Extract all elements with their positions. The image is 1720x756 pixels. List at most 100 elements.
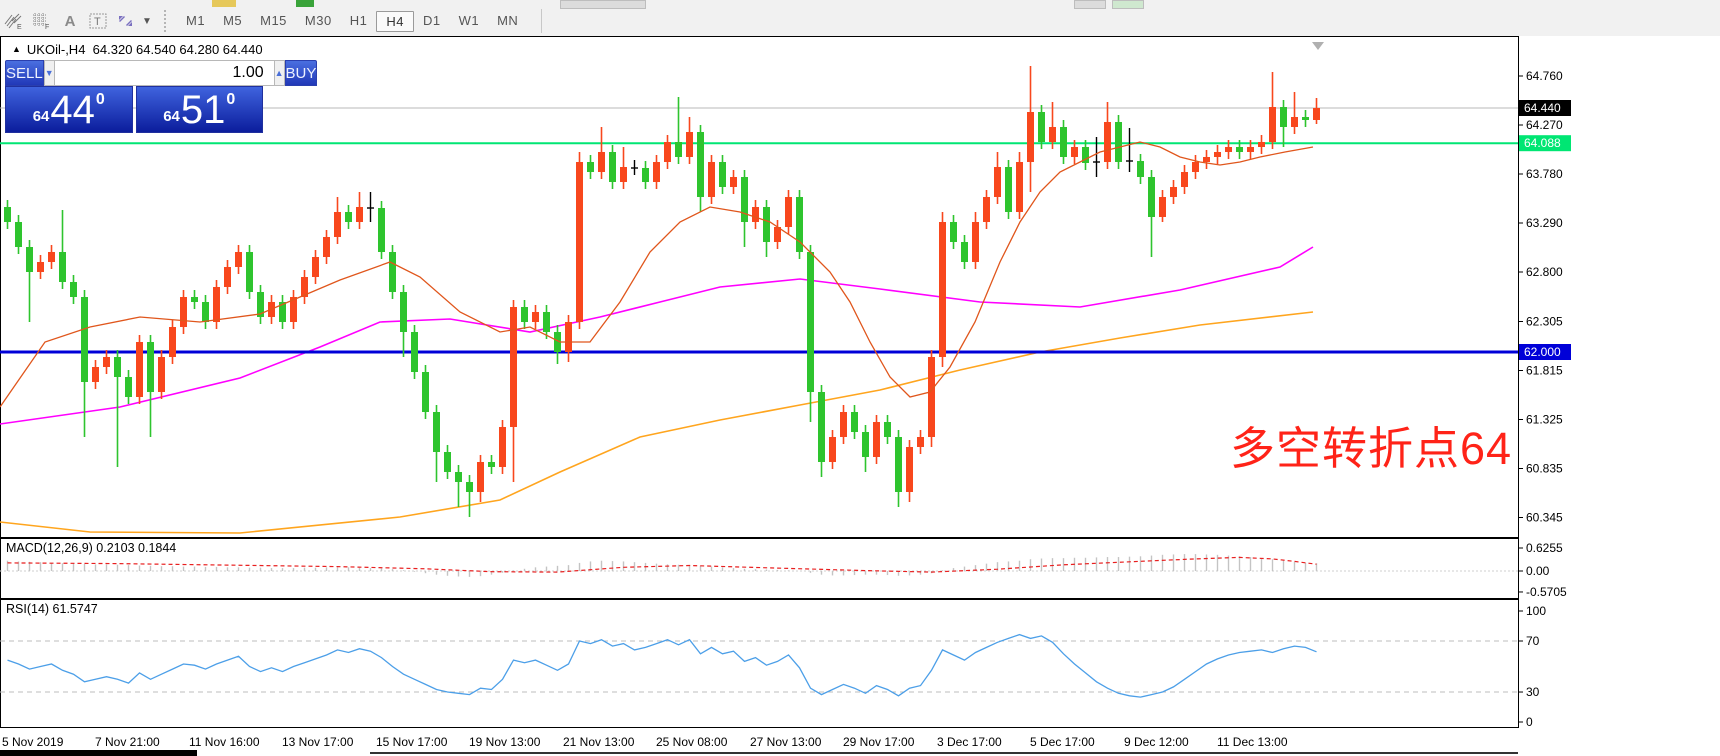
collapse-marker-icon[interactable]: ▲ bbox=[12, 44, 21, 54]
chart-canvas[interactable]: 64.760 64.270 63.780 63.290 62.800 62.305 61.8… bbox=[0, 36, 1720, 756]
candle-body[interactable] bbox=[323, 237, 330, 257]
candle-body[interactable] bbox=[191, 297, 198, 302]
volume-decrease-button[interactable]: ▼ bbox=[43, 60, 55, 86]
candle-body[interactable] bbox=[730, 177, 737, 187]
candle-body[interactable] bbox=[1258, 142, 1265, 147]
candle-body[interactable] bbox=[246, 252, 253, 292]
candle-body[interactable] bbox=[92, 367, 99, 382]
candle-body[interactable] bbox=[598, 152, 605, 172]
candle-body[interactable] bbox=[15, 222, 22, 247]
candle-body[interactable] bbox=[1159, 197, 1166, 217]
candle-body[interactable] bbox=[763, 207, 770, 242]
candle-body[interactable] bbox=[1203, 157, 1210, 162]
candle-body[interactable] bbox=[796, 197, 803, 252]
candle-body[interactable] bbox=[818, 392, 825, 462]
candle-body[interactable] bbox=[455, 472, 462, 482]
text-icon[interactable]: A bbox=[64, 12, 76, 30]
timeframe-button-mn[interactable]: MN bbox=[497, 12, 519, 28]
timeframe-button-m15[interactable]: M15 bbox=[260, 12, 287, 28]
candle-body[interactable] bbox=[873, 422, 880, 457]
time-axis-label[interactable]: 27 Nov 13:00 bbox=[750, 735, 822, 749]
timeframe-button-w1[interactable]: W1 bbox=[458, 12, 480, 28]
elliott-wave-icon[interactable]: E bbox=[1, 10, 27, 32]
candle-body[interactable] bbox=[829, 437, 836, 462]
candle-body[interactable] bbox=[972, 222, 979, 262]
candle-body[interactable] bbox=[785, 197, 792, 227]
arrows-icon[interactable] bbox=[113, 10, 139, 32]
candle-body[interactable] bbox=[697, 132, 704, 197]
buy-price-panel[interactable]: 64 51 0 bbox=[135, 86, 263, 133]
candle-body[interactable] bbox=[158, 357, 165, 392]
candle-body[interactable] bbox=[1027, 112, 1034, 162]
candle-body[interactable] bbox=[917, 437, 924, 447]
candle-body[interactable] bbox=[499, 427, 506, 467]
candle-body[interactable] bbox=[477, 462, 484, 492]
candle-body[interactable] bbox=[587, 162, 594, 172]
candle-body[interactable] bbox=[741, 177, 748, 222]
candle-body[interactable] bbox=[719, 162, 726, 187]
candle-body[interactable] bbox=[1148, 177, 1155, 217]
candle-body[interactable] bbox=[411, 332, 418, 372]
candle-body[interactable] bbox=[1280, 107, 1287, 127]
candle-body[interactable] bbox=[103, 357, 110, 367]
candle-body[interactable] bbox=[290, 297, 297, 322]
candle-body[interactable] bbox=[224, 267, 231, 287]
buy-button[interactable]: BUY bbox=[284, 60, 318, 86]
volume-input[interactable] bbox=[54, 60, 274, 86]
candle-body[interactable] bbox=[1269, 107, 1276, 142]
candle-body[interactable] bbox=[928, 357, 935, 437]
candle-body[interactable] bbox=[81, 297, 88, 382]
candle-body[interactable] bbox=[1016, 162, 1023, 212]
candle-body[interactable] bbox=[1082, 147, 1089, 163]
candle-body[interactable] bbox=[1071, 147, 1078, 157]
candle-body[interactable] bbox=[389, 252, 396, 292]
candle-body[interactable] bbox=[1060, 127, 1067, 157]
candle-body[interactable] bbox=[664, 142, 671, 162]
candle-body[interactable] bbox=[114, 357, 121, 377]
candle-body[interactable] bbox=[180, 297, 187, 327]
candle-body[interactable] bbox=[807, 252, 814, 392]
candle-body[interactable] bbox=[939, 222, 946, 357]
candle-body[interactable] bbox=[400, 292, 407, 332]
timeframe-button-h1[interactable]: H1 bbox=[349, 12, 368, 28]
candle-body[interactable] bbox=[609, 152, 616, 182]
candle-body[interactable] bbox=[1214, 152, 1221, 157]
text-label-icon[interactable]: T bbox=[85, 10, 111, 32]
candle-body[interactable] bbox=[1247, 147, 1254, 152]
time-axis-label[interactable]: 3 Dec 17:00 bbox=[937, 735, 1002, 749]
candle-body[interactable] bbox=[1038, 112, 1045, 142]
right-shift-marker-icon[interactable] bbox=[1312, 42, 1324, 50]
timeframe-button-h4[interactable]: H4 bbox=[376, 10, 414, 32]
time-axis-label[interactable]: 9 Dec 12:00 bbox=[1124, 735, 1189, 749]
candle-body[interactable] bbox=[1313, 108, 1320, 120]
candle-body[interactable] bbox=[653, 162, 660, 182]
candle-body[interactable] bbox=[532, 312, 539, 322]
candle-body[interactable] bbox=[983, 197, 990, 222]
timeframe-button-d1[interactable]: D1 bbox=[422, 12, 441, 28]
candle-body[interactable] bbox=[708, 162, 715, 197]
candle-body[interactable] bbox=[994, 167, 1001, 197]
candle-body[interactable] bbox=[884, 422, 891, 437]
candle-body[interactable] bbox=[774, 227, 781, 242]
candle-body[interactable] bbox=[1225, 147, 1232, 152]
candle-body[interactable] bbox=[1181, 172, 1188, 187]
candle-body[interactable] bbox=[851, 412, 858, 432]
candle-body[interactable] bbox=[378, 208, 385, 252]
candle-body[interactable] bbox=[565, 322, 572, 352]
candle-body[interactable] bbox=[1170, 187, 1177, 197]
candle-body[interactable] bbox=[752, 207, 759, 222]
candle-body[interactable] bbox=[1137, 161, 1144, 177]
timeframe-button-m5[interactable]: M5 bbox=[223, 12, 243, 28]
time-axis-label[interactable]: 13 Nov 17:00 bbox=[282, 735, 354, 749]
candle-body[interactable] bbox=[1236, 147, 1243, 152]
candle-body[interactable] bbox=[37, 262, 44, 272]
candle-body[interactable] bbox=[257, 292, 264, 317]
timeframe-button-m1[interactable]: M1 bbox=[186, 12, 206, 28]
candle-body[interactable] bbox=[466, 482, 473, 492]
candle-body[interactable] bbox=[136, 342, 143, 397]
candle-body[interactable] bbox=[950, 222, 957, 242]
candle-body[interactable] bbox=[1049, 127, 1056, 142]
sell-price-panel[interactable]: 64 44 0 bbox=[5, 86, 133, 133]
candle-body[interactable] bbox=[906, 447, 913, 492]
candle-body[interactable] bbox=[334, 212, 341, 237]
